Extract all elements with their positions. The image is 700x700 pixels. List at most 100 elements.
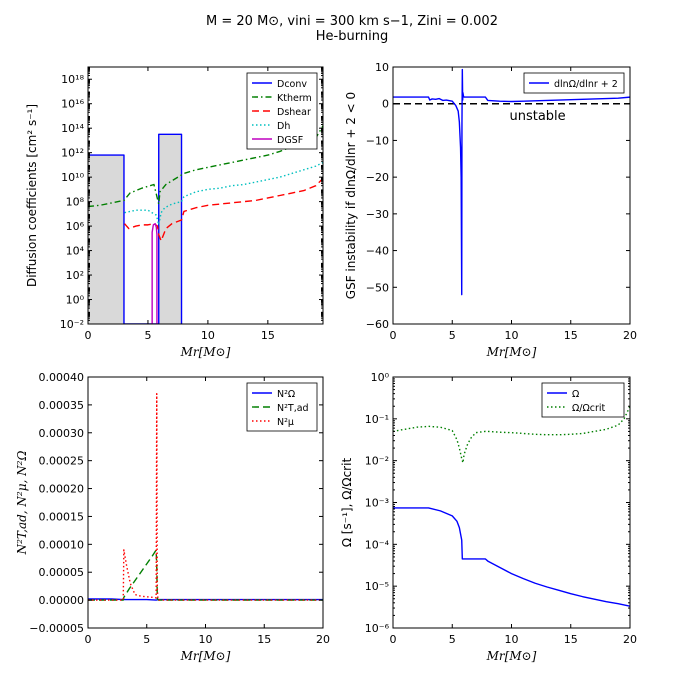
x-tick-label-p3: 0 bbox=[85, 633, 92, 646]
plots-layer: 0 5 10 15 10⁻² 10⁰ 10² 10⁴ 10⁶ 10⁸ 10¹⁰ 10¹² 10¹⁴ 10¹… bbox=[15, 61, 637, 663]
y-tick-label-p1: 10¹⁴ bbox=[61, 122, 84, 135]
x-tick-label-p4: 20 bbox=[623, 633, 637, 646]
x-tick-label-p3: 5 bbox=[143, 633, 150, 646]
legend-box-p4 bbox=[541, 382, 625, 418]
y-axis-label-p3: N²T,ad, N²μ, N²Ω bbox=[15, 451, 29, 556]
series-line-p4-2 bbox=[393, 405, 630, 464]
x-tick-label-p2: 20 bbox=[623, 329, 637, 342]
panel-p2: 0 5 10 15 20 −60 −50 −40 −30 −20 −10 0 10 Mr[M⊙] GSF i… bbox=[344, 61, 637, 359]
figure-subtitle: He-burning bbox=[316, 29, 388, 44]
y-tick-label-p1: 10⁸ bbox=[66, 196, 85, 209]
y-tick-label-p1: 10² bbox=[66, 269, 84, 282]
y-tick-label-p3: 0.00035 bbox=[39, 399, 85, 412]
legend-p2: dlnΩ/dlnr + 2 bbox=[523, 72, 625, 94]
panel-p1: 0 5 10 15 10⁻² 10⁰ 10² 10⁴ 10⁶ 10⁸ 10¹⁰ 10¹² 10¹⁴ 10¹… bbox=[25, 66, 324, 359]
y-tick-label-p4: 10⁻¹ bbox=[365, 413, 389, 426]
x-tick-label-p4: 15 bbox=[564, 633, 578, 646]
convective-zone-1 bbox=[88, 155, 124, 324]
y-tick-label-p1: 10¹⁰ bbox=[61, 171, 84, 184]
x-tick-label-p3: 20 bbox=[316, 633, 330, 646]
x-tick-label-p4: 0 bbox=[390, 633, 397, 646]
y-tick-label-p2: −10 bbox=[366, 134, 389, 147]
legend-label-p4-1: Ω bbox=[572, 389, 579, 400]
y-tick-label-p2: −30 bbox=[366, 208, 389, 221]
y-tick-label-p3: −0.00005 bbox=[29, 622, 84, 635]
y-tick-label-p3: 0.00005 bbox=[39, 566, 85, 579]
legend-label-p1-4: Dh bbox=[277, 121, 290, 132]
y-tick-label-p4: 10⁻⁴ bbox=[365, 538, 390, 551]
y-tick-label-p3: 0.00015 bbox=[39, 510, 85, 523]
legend-p4: Ω Ω/Ωcrit bbox=[541, 382, 625, 418]
x-tick-label-p4: 5 bbox=[449, 633, 456, 646]
y-tick-label-p4: 10⁻⁵ bbox=[365, 580, 389, 593]
y-tick-label-p1: 10¹⁶ bbox=[61, 98, 84, 111]
legend-label-p4-2: Ω/Ωcrit bbox=[572, 403, 605, 414]
y-tick-label-p1: 10¹⁸ bbox=[61, 73, 84, 86]
legend-box-p2 bbox=[523, 72, 625, 94]
series-line-p1-4 bbox=[124, 161, 323, 226]
y-tick-label-p2: −40 bbox=[366, 245, 389, 258]
legend-label-p1-5: DGSF bbox=[277, 135, 303, 146]
annotation-unstable: unstable bbox=[509, 109, 565, 124]
legend-label-p3-2: N²T,ad bbox=[277, 403, 309, 414]
y-tick-label-p3: 0.00020 bbox=[39, 483, 85, 496]
plot-area-p1 bbox=[88, 125, 323, 324]
y-tick-label-p3: 0.00010 bbox=[39, 538, 85, 551]
y-axis-label-p1: Diffusion coefficients [cm² s⁻¹] bbox=[25, 104, 39, 287]
x-tick-label-p1: 5 bbox=[144, 329, 151, 342]
legend-label-p2-1: dlnΩ/dlnr + 2 bbox=[554, 79, 618, 90]
y-tick-label-p3: 0.00025 bbox=[39, 455, 85, 468]
y-tick-label-p1: 10¹² bbox=[61, 147, 84, 160]
y-axis-label-p4: Ω [s⁻¹], Ω/Ωcrit bbox=[340, 458, 354, 548]
x-tick-label-p2: 15 bbox=[564, 329, 578, 342]
convective-zone-2 bbox=[158, 134, 182, 324]
figure-title: M = 20 M⊙, vini = 300 km s−1, Zini = 0.0… bbox=[206, 14, 498, 29]
y-tick-label-p2: −50 bbox=[366, 281, 389, 294]
y-tick-label-p2: −20 bbox=[366, 171, 389, 184]
y-tick-label-p4: 10⁻² bbox=[365, 455, 389, 468]
plot-area-p2 bbox=[393, 68, 630, 296]
x-tick-label-p1: 10 bbox=[201, 329, 215, 342]
legend-p1: Dconv Ktherm Dshear Dh DGSF bbox=[246, 72, 318, 150]
x-tick-label-p4: 10 bbox=[505, 633, 519, 646]
series-line-p4-1 bbox=[393, 507, 630, 607]
series-line-p2-1 bbox=[393, 68, 630, 296]
x-tick-label-p3: 10 bbox=[199, 633, 213, 646]
panel-p4: 0 5 10 15 20 10⁻⁶ 10⁻⁵ 10⁻⁴ 10⁻³ 10⁻² 10⁻¹ 10⁰ Mr[M⊙… bbox=[340, 371, 637, 663]
x-tick-label-p1: 0 bbox=[85, 329, 92, 342]
x-tick-label-p1: 15 bbox=[261, 329, 275, 342]
y-tick-label-p3: 0.00040 bbox=[39, 371, 85, 384]
series-line-p3-2 bbox=[88, 549, 323, 601]
y-tick-label-p4: 10⁻⁶ bbox=[365, 622, 390, 635]
y-tick-label-p1: 10⁻² bbox=[60, 318, 84, 331]
y-tick-label-p1: 10⁴ bbox=[66, 245, 85, 258]
x-tick-label-p2: 5 bbox=[449, 329, 456, 342]
plot-area-p4 bbox=[393, 405, 630, 607]
y-tick-label-p2: 10 bbox=[375, 61, 389, 74]
y-tick-label-p4: 10⁻³ bbox=[365, 497, 389, 510]
y-tick-label-p3: 0.00030 bbox=[39, 427, 85, 440]
x-tick-label-p2: 0 bbox=[390, 329, 397, 342]
series-line-p1-5 bbox=[151, 222, 158, 324]
series-line-p1-2 bbox=[88, 125, 323, 208]
y-axis-label-p2: GSF instability if dlnΩ/dlnr + 2 < 0 bbox=[344, 92, 358, 299]
y-tick-label-p2: 0 bbox=[382, 98, 389, 111]
y-tick-label-p2: −60 bbox=[366, 318, 389, 331]
legend-label-p1-3: Dshear bbox=[277, 107, 311, 118]
legend-label-p3-1: N²Ω bbox=[277, 389, 295, 400]
panel-p3: 0 5 10 15 20 −0.00005 0.00000 0.00005 0.00010 0.0… bbox=[15, 371, 330, 663]
legend-label-p1-2: Ktherm bbox=[277, 93, 312, 104]
x-axis-label-p4: Mr[M⊙] bbox=[486, 649, 537, 663]
series-line-p1-3 bbox=[124, 177, 323, 242]
series-line-p3-3 bbox=[88, 393, 323, 601]
y-tick-label-p3: 0.00000 bbox=[39, 594, 85, 607]
y-tick-label-p1: 10⁶ bbox=[66, 220, 85, 233]
y-tick-label-p1: 10⁰ bbox=[66, 294, 85, 307]
legend-label-p3-3: N²μ bbox=[277, 417, 294, 428]
y-tick-label-p4: 10⁰ bbox=[371, 371, 390, 384]
legend-label-p1-1: Dconv bbox=[277, 79, 307, 90]
axes-frame-p2 bbox=[392, 66, 631, 325]
x-tick-label-p2: 10 bbox=[505, 329, 519, 342]
plot-area-p3 bbox=[88, 393, 323, 601]
